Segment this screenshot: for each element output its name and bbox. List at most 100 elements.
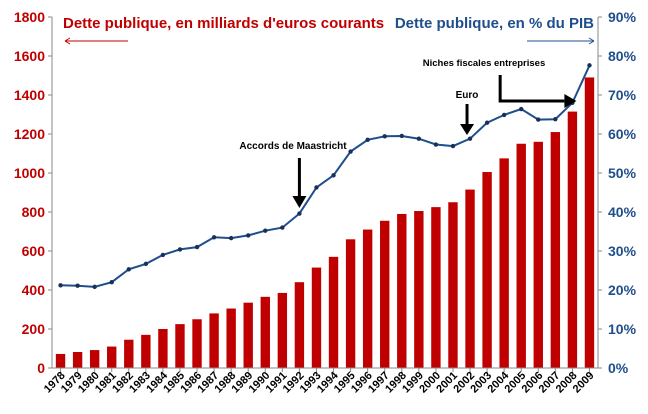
x-axis: 1978197919801981198219831984198519861987… <box>42 367 598 395</box>
left-tick-label: 1000 <box>14 165 45 181</box>
ratio-point <box>348 149 353 154</box>
bar <box>448 202 458 368</box>
legend-debt-amount: Dette publique, en milliards d'euros cou… <box>63 15 384 32</box>
bar <box>345 239 356 368</box>
bar <box>72 352 83 368</box>
ratio-point <box>536 117 541 122</box>
bar <box>311 267 322 368</box>
ratio-point <box>297 211 302 216</box>
ratio-point <box>194 244 200 250</box>
left-tick-label: 800 <box>22 204 46 220</box>
bar <box>499 158 509 368</box>
bar <box>55 353 66 368</box>
bar <box>226 308 236 368</box>
ratio-point <box>280 225 285 230</box>
right-tick-label: 20% <box>608 282 637 298</box>
right-tick-label: 60% <box>608 126 637 142</box>
ratio-point <box>75 283 80 288</box>
ratio-point <box>126 267 131 272</box>
right-tick-label: 80% <box>608 48 637 64</box>
bar <box>209 313 219 368</box>
ratio-point <box>211 235 217 240</box>
bar <box>277 292 288 368</box>
left-tick-label: 400 <box>22 282 46 298</box>
right-tick-label: 50% <box>608 165 637 181</box>
ratio-point <box>519 106 524 112</box>
legend-debt-ratio-arrow-head <box>588 37 595 45</box>
ratio-point <box>160 252 166 258</box>
bar <box>294 282 305 368</box>
left-tick-label: 1200 <box>14 126 45 142</box>
bar <box>516 143 526 368</box>
bar <box>141 334 151 368</box>
left-tick-label: 200 <box>22 321 46 337</box>
bar <box>431 207 441 368</box>
legend-debt-ratio: Dette publique, en % du PIB <box>395 15 594 32</box>
bar <box>175 324 185 368</box>
ratio-point <box>177 247 183 252</box>
ratio-point <box>246 233 251 238</box>
ratio-point <box>484 120 490 125</box>
bar <box>124 339 134 368</box>
right-tick-label: 90% <box>608 9 637 25</box>
right-tick-label: 30% <box>608 243 637 259</box>
left-tick-label: 1800 <box>14 9 45 25</box>
annotation-maastricht: Accords de Maastricht <box>239 141 347 152</box>
left-tick-label: 600 <box>22 243 46 259</box>
ratio-point <box>92 284 97 290</box>
ratio-point <box>450 143 456 149</box>
bar <box>260 296 270 368</box>
bar <box>550 132 561 368</box>
annotation-euro-arrow-head <box>460 124 475 135</box>
right-axis: 0% 10% 20% 30% 40% 50% 60% 70% 80% 90% <box>597 9 637 376</box>
annotations: Accords de Maastricht Euro Niches fiscales… <box>239 58 577 208</box>
ratio-point <box>109 280 114 285</box>
ratio-point <box>416 136 422 141</box>
right-tick-label: 0% <box>608 360 629 376</box>
left-tick-label: 1600 <box>14 48 45 64</box>
bar <box>584 77 595 368</box>
ratio-point <box>263 228 268 233</box>
bar <box>243 302 253 368</box>
annotation-maastricht-arrow-head <box>292 196 307 208</box>
ratio-point <box>501 112 507 118</box>
legend: Dette publique, en milliards d'euros cou… <box>63 15 595 45</box>
bar <box>158 329 168 368</box>
right-tick-label: 70% <box>608 87 637 103</box>
bar <box>192 319 202 368</box>
annotation-niches: Niches fiscales entreprises <box>423 58 546 69</box>
bar <box>533 141 543 368</box>
ratio-point <box>228 235 234 241</box>
bar <box>362 229 373 368</box>
ratio-point <box>331 173 336 178</box>
ratio-line-path <box>60 64 591 288</box>
annotation-niches-arrow-head <box>564 94 577 108</box>
ratio-point <box>433 142 439 147</box>
bar <box>380 220 390 368</box>
left-axis: 0 200 400 600 800 1000 1200 1400 1600 1800 <box>14 9 53 376</box>
bar <box>567 111 578 368</box>
bar <box>414 211 424 368</box>
ratio-point <box>553 116 558 122</box>
left-tick-label: 1400 <box>14 87 45 103</box>
ratio-point <box>58 283 63 288</box>
bar <box>328 256 339 368</box>
bar <box>107 346 117 368</box>
ratio-point <box>314 185 319 190</box>
annotation-euro: Euro <box>456 90 479 101</box>
ratio-line <box>58 63 592 290</box>
legend-debt-amount-arrow-head <box>64 37 71 45</box>
ratio-point <box>467 136 473 141</box>
annotation-niches-arrow-shaft <box>498 75 565 103</box>
bars <box>55 77 595 368</box>
right-tick-label: 40% <box>608 204 637 220</box>
ratio-point <box>143 261 149 267</box>
ratio-point <box>365 137 370 143</box>
right-tick-label: 10% <box>608 321 637 337</box>
bar <box>89 350 100 368</box>
ratio-point <box>399 133 404 139</box>
bar <box>465 189 475 368</box>
ratio-point <box>382 134 387 139</box>
bar <box>482 172 492 368</box>
